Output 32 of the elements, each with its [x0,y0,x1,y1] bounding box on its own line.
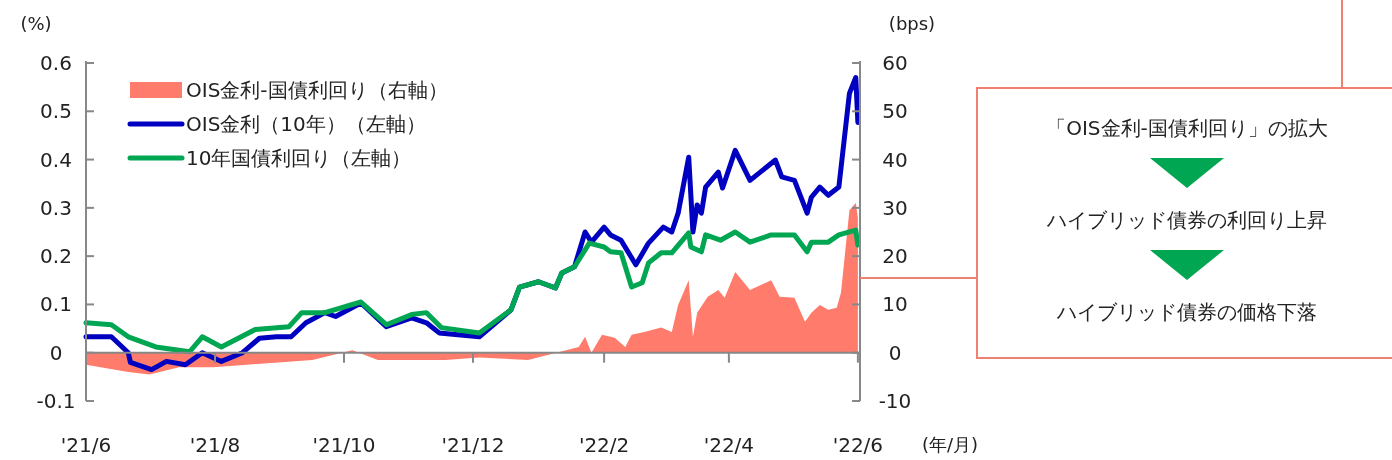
y-tick-label: 0.3 [40,195,72,220]
text: ハイブリッド債券の利回り上昇 [1046,208,1327,232]
y-tick-label: 0.4 [40,147,72,172]
y-tick-label: 0.6 [40,51,72,75]
legend-label: 10年国債利回り（左軸） [186,146,412,170]
x-tick-label: '22/6 [832,433,884,457]
x-tick-label: '21/12 [441,433,505,457]
y-axis-title: (%) [20,13,52,34]
legend-label: OIS金利-国債利回り（右軸） [186,78,448,102]
x-tick-label: '21/6 [60,433,112,457]
y2-tick-label: 40 [882,147,908,172]
y-tick-label: 0.5 [40,99,72,124]
y2-tick-label: 20 [882,244,908,269]
y2-tick-label: -10 [878,389,912,413]
y2-tick-label: 50 [882,99,908,124]
x-tick-label: '22/2 [578,433,630,457]
y-tick-label: 0 [49,340,63,365]
legend-label: OIS金利（10年）（左軸） [186,112,426,136]
y-tick-label: 0.2 [40,244,72,269]
y-tick-label: -0.1 [36,389,76,413]
x-tick-label: '21/10 [312,433,376,457]
y2-tick-label: 30 [882,195,908,220]
y2-tick-label: 60 [882,51,908,75]
text: 「OIS金利-国債利回り」の拡大 [1046,116,1328,140]
y2-tick-label: 0 [888,340,902,365]
x-tick-label: '21/8 [189,433,241,457]
text: ハイブリッド債券の価格下落 [1056,300,1317,324]
y2-tick-label: 10 [882,292,908,317]
y2-axis-title: (bps) [888,13,936,34]
x-tick-label: '22/4 [703,433,755,457]
y-tick-label: 0.1 [40,292,72,317]
x-axis-title: (年/月) [921,434,979,456]
